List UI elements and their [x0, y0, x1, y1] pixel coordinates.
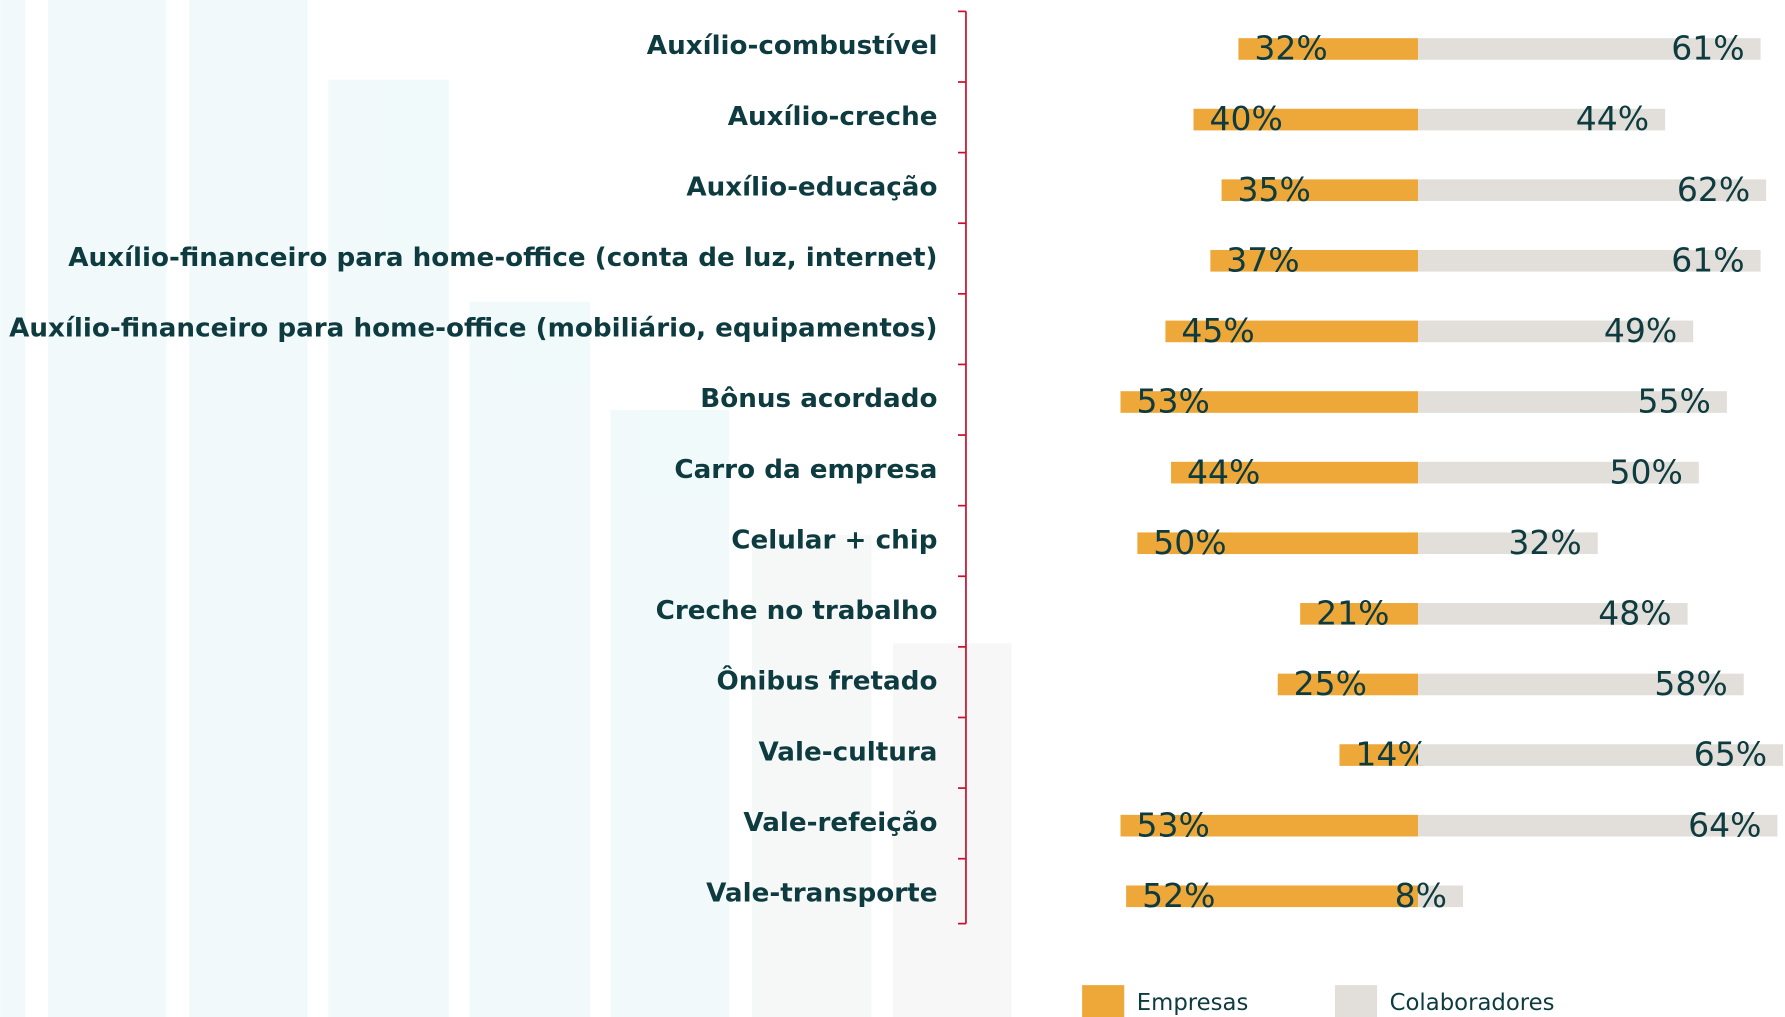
legend-label: Colaboradores	[1390, 990, 1555, 1016]
value-label: 53%	[1136, 382, 1209, 421]
value-label: 32%	[1508, 523, 1581, 562]
legend-label: Empresas	[1137, 990, 1249, 1016]
bar	[1418, 391, 1727, 413]
value-label: 25%	[1294, 664, 1367, 703]
value-label: 64%	[1688, 805, 1761, 844]
bar	[1210, 249, 1419, 272]
category-label: Vale-cultura	[758, 737, 937, 767]
category-label: Carro da empresa	[674, 455, 937, 485]
value-label: 50%	[1609, 452, 1682, 491]
bar	[1418, 885, 1463, 908]
value-label: 44%	[1576, 99, 1649, 138]
value-label: 55%	[1638, 382, 1711, 421]
category-bracket	[957, 10, 967, 925]
bar	[1418, 532, 1598, 555]
bar	[1300, 603, 1419, 625]
value-label: 61%	[1671, 240, 1744, 279]
category-label: Bônus acordado	[700, 384, 937, 414]
value-label: 21%	[1316, 593, 1389, 632]
bar	[1238, 38, 1419, 60]
bar	[1418, 744, 1784, 766]
bar	[1126, 885, 1419, 908]
bar	[1137, 532, 1419, 555]
bar	[1120, 814, 1419, 837]
bar	[1120, 391, 1419, 413]
category-label: Auxílio-financeiro para home-office (con…	[68, 243, 937, 273]
background-decoration	[0, 0, 872, 1017]
bar	[1277, 673, 1419, 696]
category-label: Creche no trabalho	[656, 596, 938, 626]
value-label: 58%	[1654, 664, 1727, 703]
bar	[1221, 179, 1419, 202]
category-label: Auxílio-financeiro para home-office (mob…	[9, 314, 937, 344]
legend-swatch	[1334, 985, 1378, 1017]
value-label: 45%	[1181, 311, 1254, 350]
category-label: Auxílio-combustível	[647, 31, 938, 61]
bar	[1418, 249, 1761, 272]
category-label: Auxílio-educação	[686, 172, 937, 202]
bar	[1418, 461, 1699, 484]
bar	[1339, 744, 1419, 766]
bar	[1418, 108, 1666, 131]
value-label: 62%	[1677, 170, 1750, 209]
value-label: 49%	[1604, 311, 1677, 350]
bar	[1418, 673, 1744, 696]
bar	[1418, 179, 1767, 202]
value-label: 52%	[1142, 876, 1215, 915]
value-label: 40%	[1209, 99, 1282, 138]
category-label: Vale-refeição	[743, 808, 937, 838]
category-label: Celular + chip	[731, 525, 937, 555]
bar	[1193, 108, 1419, 131]
category-label: Ônibus fretado	[717, 665, 938, 697]
bar	[1171, 461, 1419, 484]
legend-swatch	[1082, 985, 1125, 1017]
value-label: 35%	[1238, 170, 1311, 209]
value-label: 44%	[1187, 452, 1260, 491]
bar	[1418, 38, 1761, 60]
bar	[1418, 603, 1688, 625]
value-label: 61%	[1671, 29, 1744, 68]
category-label: Vale-transporte	[706, 879, 937, 909]
category-label: Auxílio-creche	[728, 102, 938, 132]
bar	[1418, 320, 1694, 343]
value-label: 37%	[1226, 240, 1299, 279]
value-label: 32%	[1254, 29, 1327, 68]
value-label: 14%	[1355, 735, 1428, 774]
bar	[1165, 320, 1419, 343]
bar	[1418, 814, 1778, 837]
value-label: 48%	[1598, 593, 1671, 632]
value-label: 65%	[1694, 735, 1767, 774]
value-label: 8%	[1395, 876, 1447, 915]
value-label: 53%	[1136, 805, 1209, 844]
value-label: 50%	[1153, 523, 1226, 562]
